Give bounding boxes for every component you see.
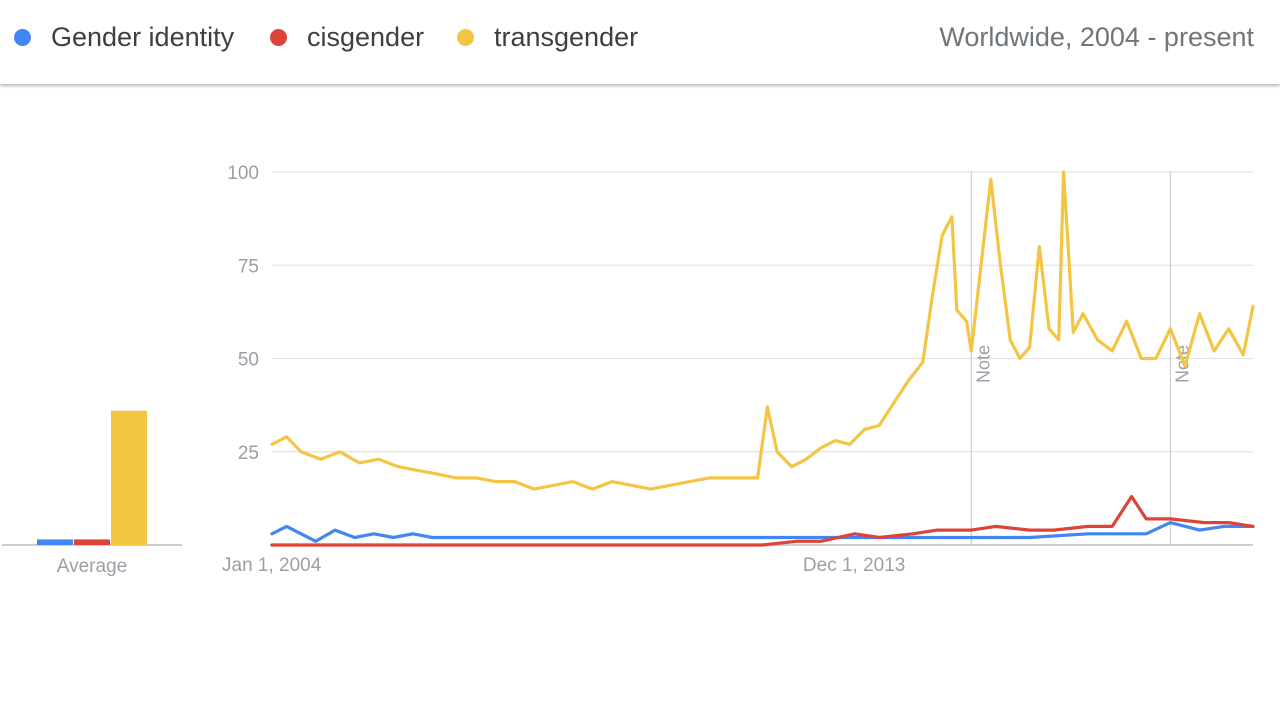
legend-label-cisgender: cisgender	[307, 21, 425, 52]
axis-labels: 100 75 50 25 Jan 1, 2004 Dec 1, 2013 Average	[57, 163, 906, 577]
grid-lines	[270, 171, 1253, 546]
y-tick-100: 100	[227, 163, 259, 184]
legend-dot-transgender	[457, 28, 474, 46]
series-line-cisgender	[270, 494, 1255, 547]
average-bar-cisgender	[74, 539, 110, 545]
legend-dot-gender-identity	[14, 28, 31, 46]
region-time-range[interactable]: Worldwide, 2004 - present	[939, 22, 1254, 52]
chart-header: Gender identity cisgender transgender Wo…	[0, 0, 1280, 84]
legend-item-transgender[interactable]: transgender	[457, 17, 638, 57]
legend-label-transgender: transgender	[494, 21, 639, 52]
series-line-transgender	[270, 170, 1255, 491]
trend-lines	[270, 170, 1255, 547]
average-bars	[2, 410, 182, 546]
legend-label-gender-identity: Gender identity	[51, 21, 235, 52]
average-label: Average	[57, 556, 127, 577]
y-tick-75: 75	[238, 256, 259, 277]
note-label-1: Note	[973, 345, 993, 383]
average-bar-transgender	[111, 410, 147, 545]
legend-dot-cisgender	[270, 28, 287, 46]
x-tick-1: Jan 1, 2004	[222, 555, 322, 576]
legend-item-cisgender[interactable]: cisgender	[270, 17, 424, 57]
x-tick-2: Dec 1, 2013	[803, 555, 905, 576]
y-tick-50: 50	[238, 350, 259, 371]
series-line-gender-identity	[270, 521, 1255, 543]
average-bar-gender-identity	[37, 539, 73, 545]
y-tick-25: 25	[238, 443, 259, 464]
legend-item-gender-identity[interactable]: Gender identity	[14, 17, 234, 57]
